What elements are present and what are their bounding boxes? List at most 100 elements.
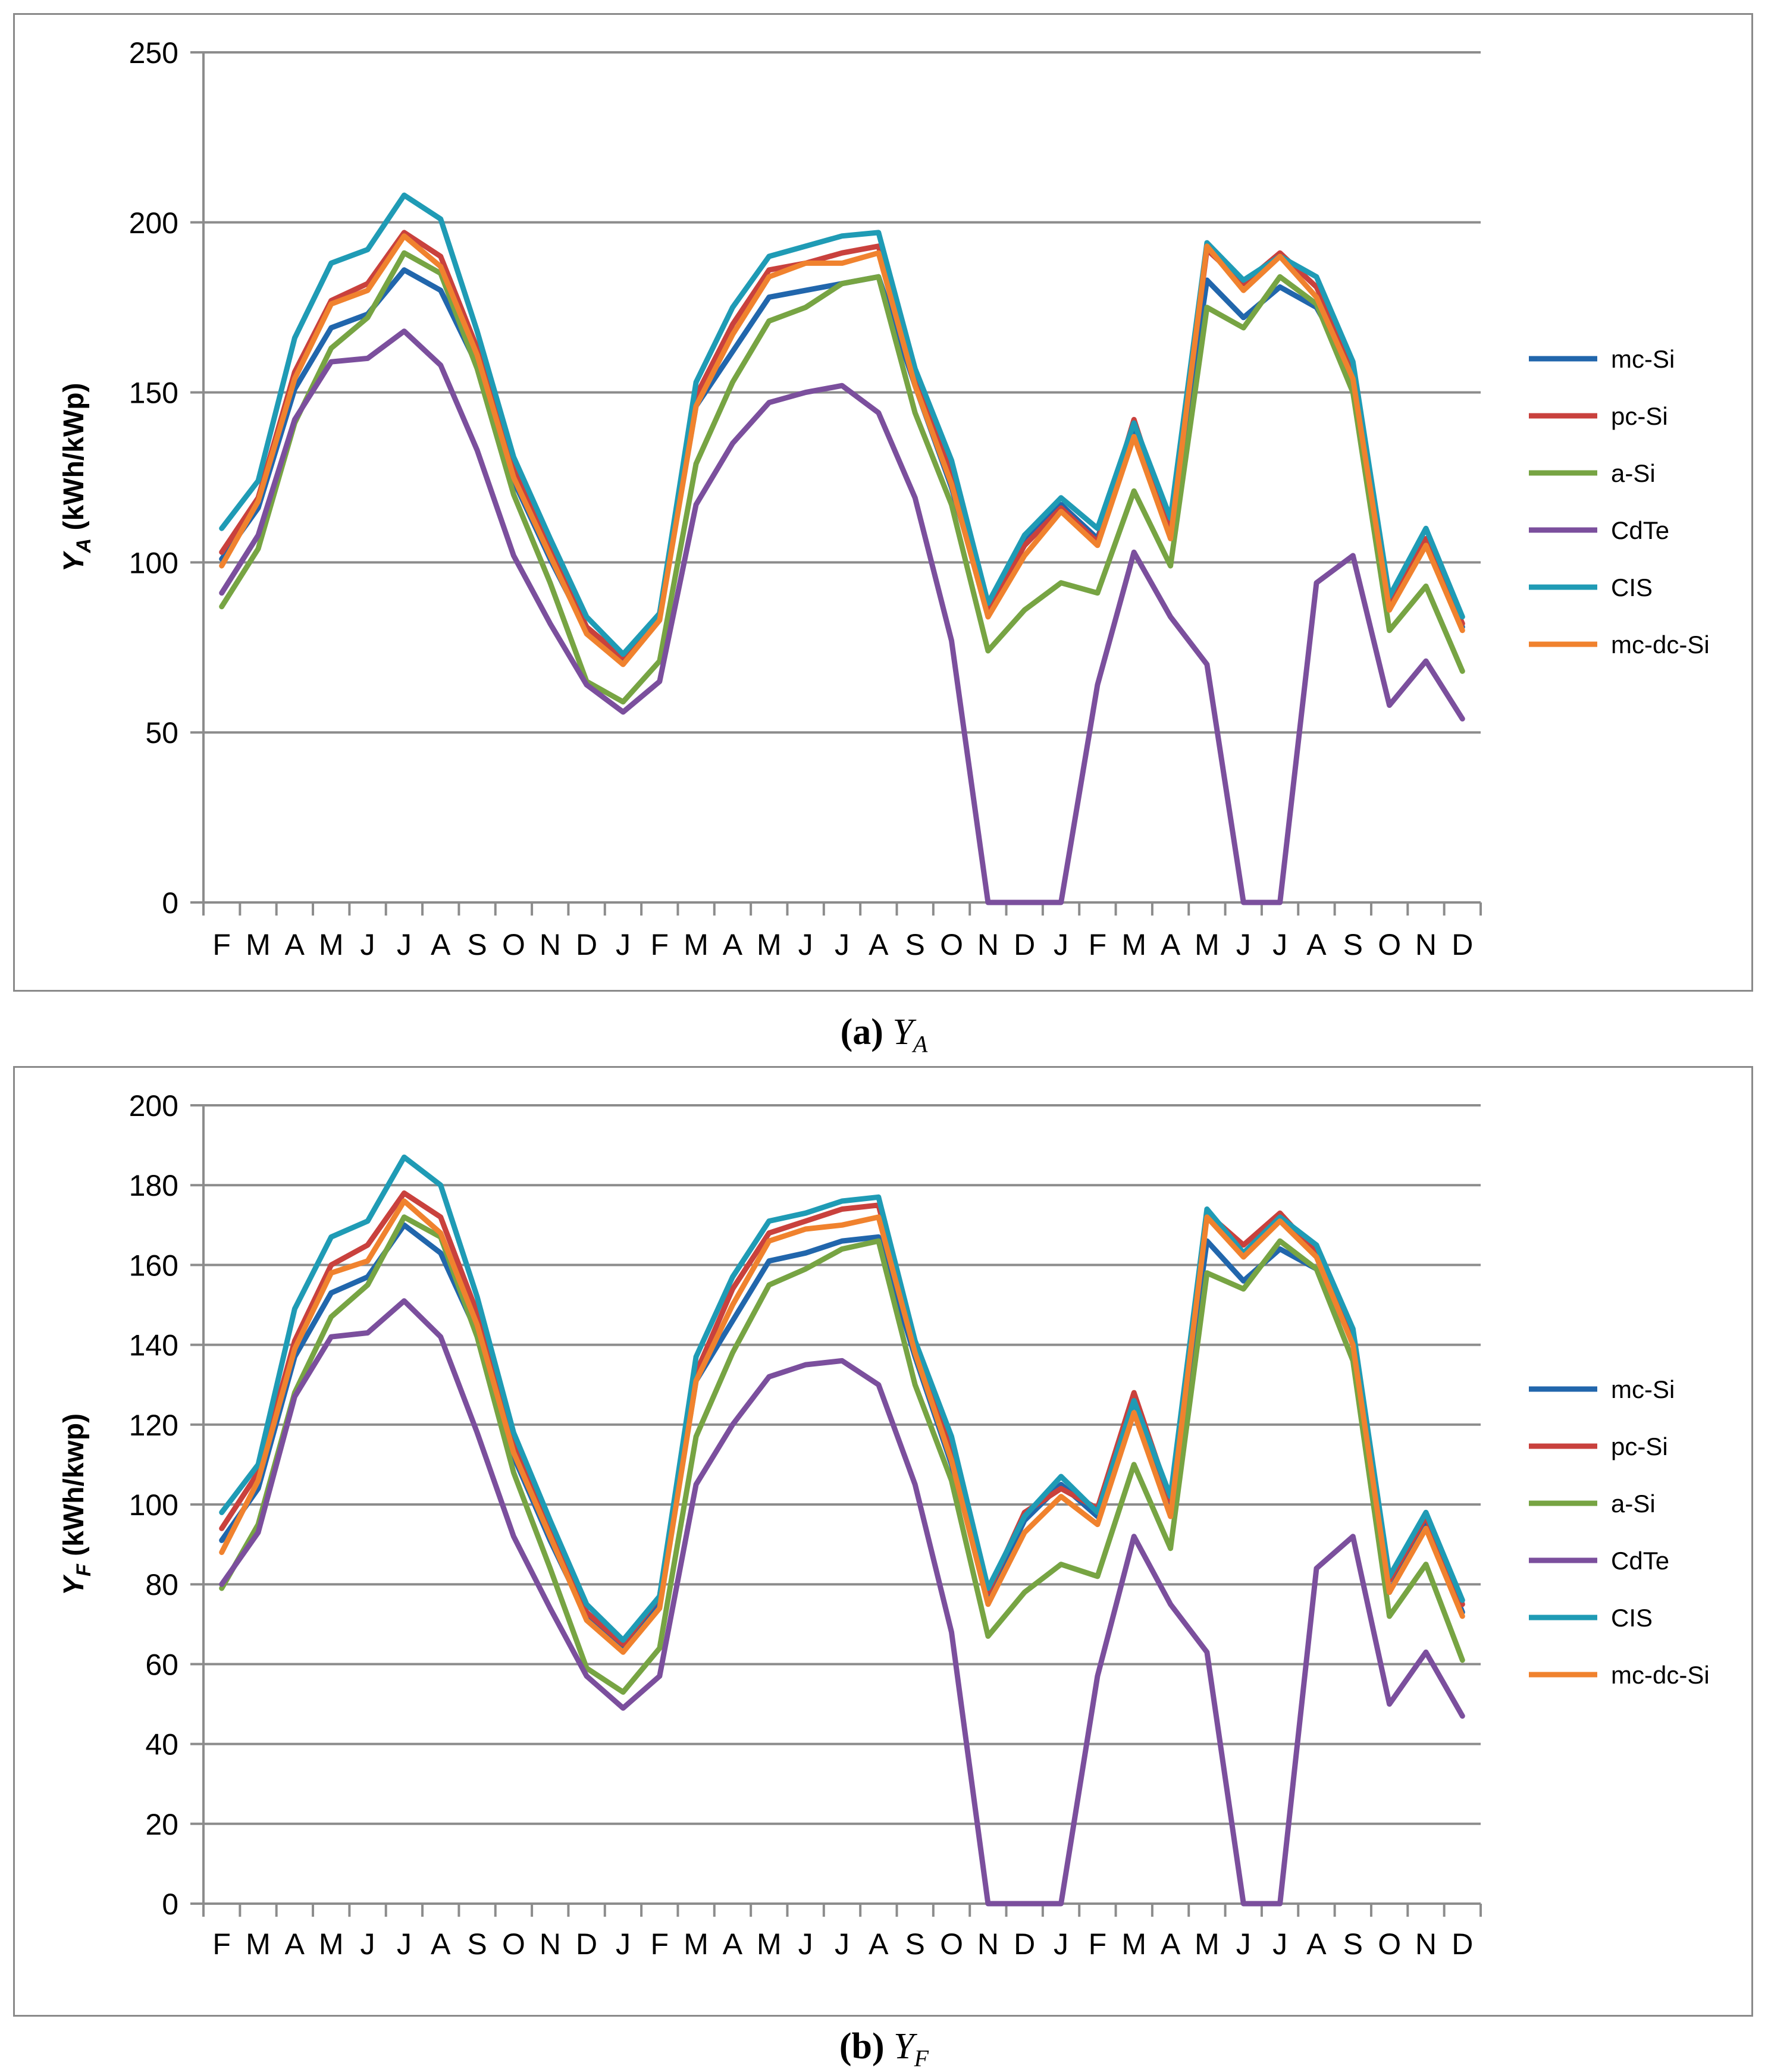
x-tick-label: O [940,928,963,961]
legend-label: mc-dc-Si [1611,631,1710,659]
x-tick-label: A [431,1927,451,1961]
x-tick-label: A [723,1927,743,1961]
legend-label: CIS [1611,1604,1653,1632]
y-tick-label: 100 [129,1488,178,1522]
y-axis-label-subscript: F [73,1563,95,1576]
x-tick-label: S [905,928,925,961]
x-tick-label: J [1054,1927,1068,1961]
legend-label: mc-Si [1611,345,1675,373]
legend-label: mc-dc-Si [1611,1661,1710,1689]
caption-b-subscript: F [914,2045,929,2072]
x-tick-label: J [1272,928,1287,961]
x-tick-label: O [502,928,525,961]
x-tick-label: N [540,1927,561,1961]
x-tick-label: M [1121,1927,1146,1961]
x-tick-label: F [651,1927,669,1961]
y-tick-label: 0 [162,1888,178,1921]
y-tick-label: 60 [145,1648,178,1681]
series-line-mc-Si [219,267,1465,664]
x-tick-label: J [835,1927,849,1961]
x-tick-label: A [1306,928,1327,961]
x-tick-label: M [1195,1927,1220,1961]
caption-b: (b) YF [0,2026,1768,2072]
series-line-pc-Si [219,1190,1465,1647]
x-tick-label: J [397,1927,412,1961]
legend-label: CIS [1611,573,1653,601]
x-tick-label: S [467,928,487,961]
series-line-mc-dc-Si [219,233,1465,667]
x-tick-label: M [246,928,271,961]
caption-a-label: (a) [840,1012,883,1052]
x-tick-label: S [905,1927,925,1961]
series-line-mc-dc-Si [219,1198,1465,1655]
x-tick-label: D [1452,1927,1473,1961]
x-tick-label: N [1415,1927,1437,1961]
y-axis-label-unit: (kWh/kWp) [58,383,90,538]
legend-label: a-Si [1611,459,1656,487]
x-tick-label: F [1089,1927,1107,1961]
x-tick-label: N [977,1927,999,1961]
x-tick-label: M [757,928,782,961]
x-tick-label: D [576,928,597,961]
x-tick-label: S [1343,1927,1363,1961]
x-tick-label: M [684,928,709,961]
series-line-CIS [219,1154,1465,1643]
x-tick-label: J [1236,928,1251,961]
y-tick-label: 140 [129,1329,178,1362]
series-line-CIS [219,192,1465,657]
x-tick-label: J [1236,1927,1251,1961]
y-tick-label: 120 [129,1409,178,1442]
x-tick-label: F [212,1927,231,1961]
x-tick-label: D [1014,928,1035,961]
x-tick-label: D [1452,928,1473,961]
x-tick-label: A [869,1927,889,1961]
x-tick-label: M [319,928,344,961]
x-tick-label: N [540,928,561,961]
x-tick-label: M [684,1927,709,1961]
caption-b-label: (b) [839,2026,885,2067]
x-tick-label: J [361,928,375,961]
y-tick-label: 200 [129,1089,178,1123]
x-tick-label: M [1195,928,1220,961]
x-tick-label: N [977,928,999,961]
x-tick-label: O [940,1927,963,1961]
y-tick-label: 200 [129,206,178,240]
y-tick-label: 160 [129,1249,178,1282]
series-line-CdTe [219,328,1465,905]
x-tick-label: A [1161,1927,1181,1961]
x-tick-label: M [757,1927,782,1961]
x-tick-label: A [1306,1927,1327,1961]
x-tick-label: O [502,1927,525,1961]
x-tick-label: M [1121,928,1146,961]
caption-b-symbol: Y [894,2026,914,2067]
x-tick-label: D [576,1927,597,1961]
y-axis-label: YF (kWh/kwp) [58,1413,95,1595]
y-tick-label: 100 [129,546,178,579]
x-tick-label: S [1343,928,1363,961]
y-tick-label: 250 [129,36,178,70]
y-axis-label: YA (kWh/kWp) [58,383,95,572]
legend-label: pc-Si [1611,402,1668,430]
y-tick-label: 20 [145,1808,178,1841]
x-tick-label: J [1272,1927,1287,1961]
x-tick-label: D [1014,1927,1035,1961]
series-line-CdTe [219,1298,1465,1907]
x-tick-label: M [246,1927,271,1961]
x-tick-label: A [285,928,305,961]
y-tick-label: 180 [129,1169,178,1202]
y-axis-label-unit: (kWh/kwp) [58,1413,90,1564]
chart-panel-a: 0 50 100 150 200 250 F M A M J J A S O N D J F M A M J J A S O N D J F… [13,13,1753,992]
x-tick-label: J [616,928,631,961]
x-tick-label: A [869,928,889,961]
caption-a: (a) YA [0,1011,1768,1058]
legend-label: CdTe [1611,1547,1669,1575]
series-line-a-Si [219,250,1465,705]
x-tick-label: O [1378,1927,1401,1961]
x-tick-label: J [616,1927,631,1961]
y-tick-label: 0 [162,886,178,920]
y-tick-label: 50 [145,716,178,750]
series-line-pc-Si [219,230,1465,660]
x-tick-label: A [1161,928,1181,961]
